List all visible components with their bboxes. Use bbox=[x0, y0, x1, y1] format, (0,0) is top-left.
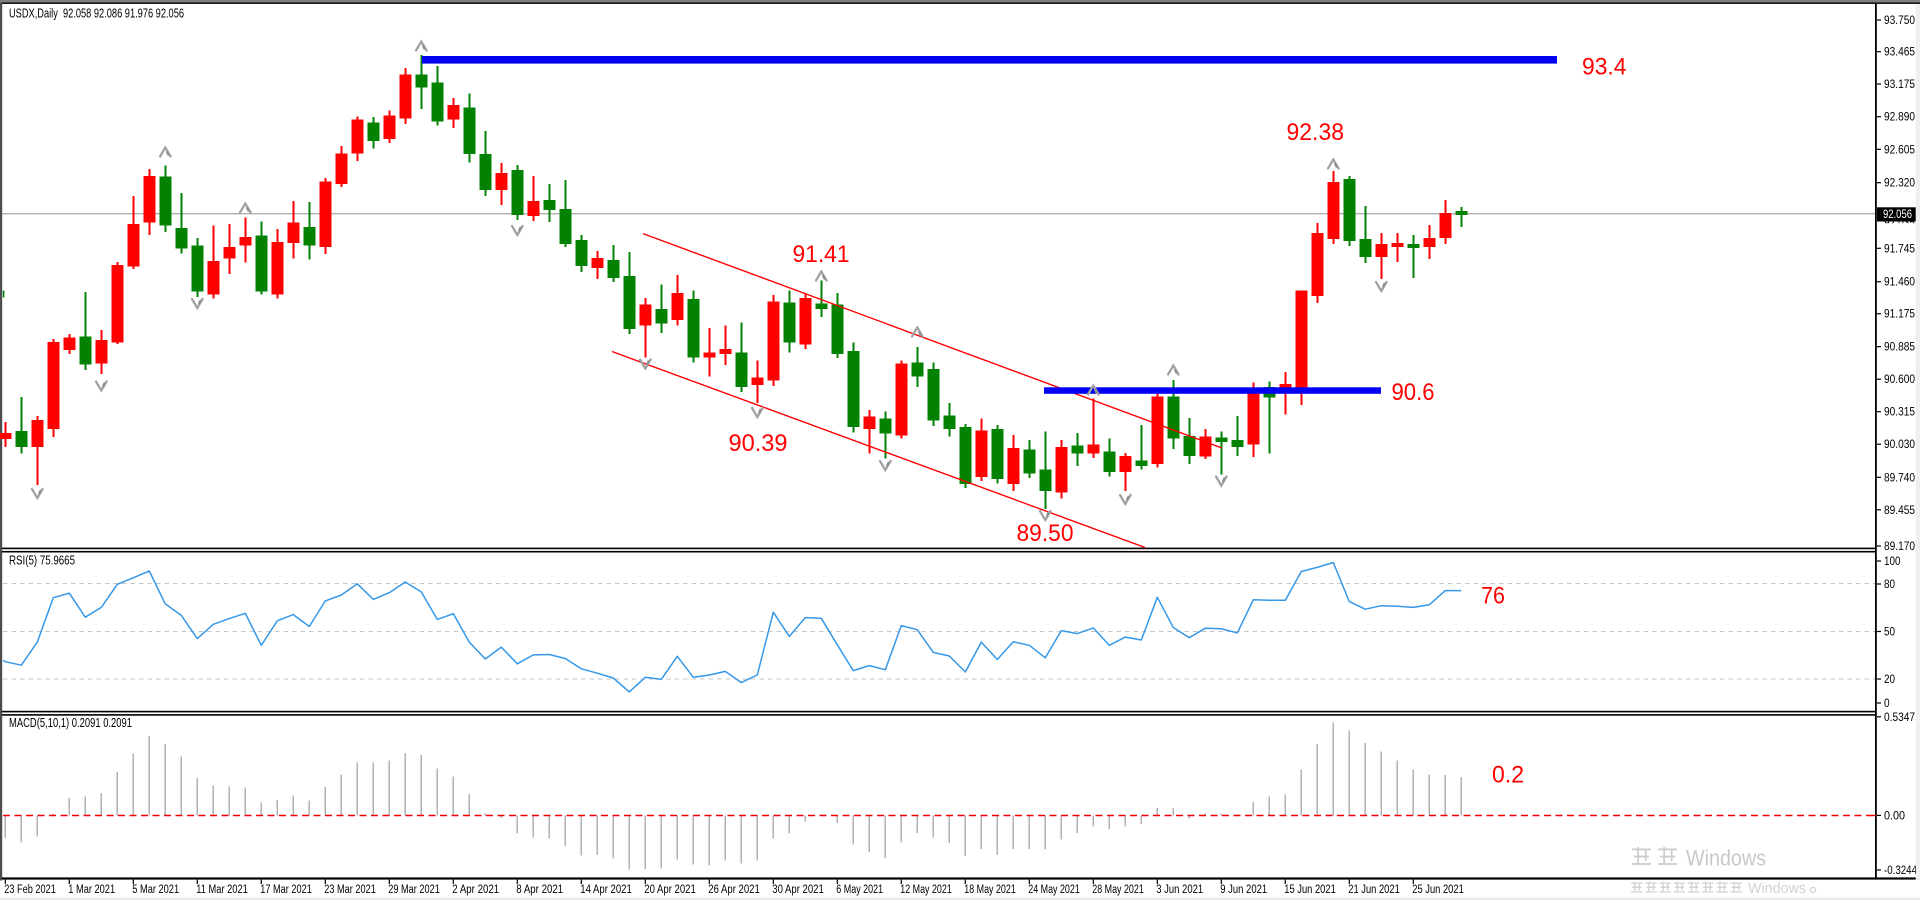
svg-text:23 Feb 2021: 23 Feb 2021 bbox=[4, 884, 56, 896]
svg-text:17 Mar 2021: 17 Mar 2021 bbox=[260, 884, 312, 896]
svg-text:93.465: 93.465 bbox=[1884, 47, 1915, 59]
svg-text:50: 50 bbox=[1884, 627, 1895, 639]
svg-text:92.056: 92.056 bbox=[1883, 209, 1912, 221]
svg-text:14 Apr 2021: 14 Apr 2021 bbox=[580, 884, 632, 896]
svg-text:30 Apr 2021: 30 Apr 2021 bbox=[772, 884, 824, 896]
svg-text:92.605: 92.605 bbox=[1884, 144, 1915, 156]
svg-text:91.460: 91.460 bbox=[1884, 277, 1915, 289]
svg-text:89.170: 89.170 bbox=[1884, 541, 1915, 553]
svg-text:89.455: 89.455 bbox=[1884, 505, 1915, 517]
svg-text:18 May 2021: 18 May 2021 bbox=[964, 884, 1016, 896]
svg-text:0.5347: 0.5347 bbox=[1884, 712, 1915, 724]
svg-text:0: 0 bbox=[1884, 698, 1890, 710]
svg-text:0.2: 0.2 bbox=[1492, 762, 1524, 789]
svg-text:80: 80 bbox=[1884, 579, 1895, 591]
svg-text:26 Apr 2021: 26 Apr 2021 bbox=[708, 884, 760, 896]
svg-text:29 Mar 2021: 29 Mar 2021 bbox=[388, 884, 440, 896]
svg-text:Windows: Windows bbox=[1748, 880, 1806, 897]
svg-text:20 Apr 2021: 20 Apr 2021 bbox=[644, 884, 696, 896]
svg-text:RSI(5) 75.9665: RSI(5) 75.9665 bbox=[9, 554, 75, 568]
svg-text:91.41: 91.41 bbox=[793, 241, 850, 268]
svg-text:21 Jun 2021: 21 Jun 2021 bbox=[1348, 884, 1400, 896]
svg-text:28 May 2021: 28 May 2021 bbox=[1092, 884, 1144, 896]
svg-text:92.890: 92.890 bbox=[1884, 112, 1915, 124]
svg-text:92.38: 92.38 bbox=[1287, 119, 1345, 146]
svg-text:12 May 2021: 12 May 2021 bbox=[900, 884, 952, 896]
svg-text:92.035: 92.035 bbox=[1884, 218, 1915, 230]
svg-text:11 Mar 2021: 11 Mar 2021 bbox=[196, 884, 248, 896]
svg-text:MACD(5,10,1) 0.2091 0.2091: MACD(5,10,1) 0.2091 0.2091 bbox=[9, 716, 132, 730]
svg-text:90.600: 90.600 bbox=[1884, 374, 1915, 386]
svg-text:1 Mar 2021: 1 Mar 2021 bbox=[68, 884, 115, 896]
svg-text:90.39: 90.39 bbox=[729, 430, 788, 457]
svg-text:24 May 2021: 24 May 2021 bbox=[1028, 884, 1080, 896]
svg-text:91.175: 91.175 bbox=[1884, 309, 1915, 321]
svg-text:Windows: Windows bbox=[1686, 846, 1766, 871]
svg-text:9 Jun 2021: 9 Jun 2021 bbox=[1220, 884, 1267, 896]
svg-text:90.885: 90.885 bbox=[1884, 342, 1915, 354]
svg-text:90.315: 90.315 bbox=[1884, 407, 1915, 419]
svg-text:3 Jun 2021: 3 Jun 2021 bbox=[1156, 884, 1203, 896]
svg-text:89.50: 89.50 bbox=[1017, 520, 1074, 547]
svg-text:0.00: 0.00 bbox=[1884, 810, 1905, 822]
svg-text:76: 76 bbox=[1481, 583, 1505, 610]
svg-text:25 Jun 2021: 25 Jun 2021 bbox=[1412, 884, 1464, 896]
svg-text:5 Mar 2021: 5 Mar 2021 bbox=[132, 884, 179, 896]
svg-text:2 Apr 2021: 2 Apr 2021 bbox=[452, 884, 499, 896]
svg-text:6 May 2021: 6 May 2021 bbox=[836, 884, 883, 896]
svg-text:93.4: 93.4 bbox=[1582, 54, 1627, 81]
svg-text:90.030: 90.030 bbox=[1884, 439, 1915, 451]
svg-text:93.175: 93.175 bbox=[1884, 79, 1915, 91]
svg-text:93.750: 93.750 bbox=[1884, 15, 1915, 27]
svg-text:23 Mar 2021: 23 Mar 2021 bbox=[324, 884, 376, 896]
svg-text:15 Jun 2021: 15 Jun 2021 bbox=[1284, 884, 1336, 896]
svg-text:8 Apr 2021: 8 Apr 2021 bbox=[516, 884, 563, 896]
svg-text:90.6: 90.6 bbox=[1392, 379, 1435, 406]
svg-text:100: 100 bbox=[1884, 556, 1901, 568]
svg-text:89.740: 89.740 bbox=[1884, 472, 1915, 484]
svg-text:20: 20 bbox=[1884, 674, 1895, 686]
svg-text:USDX,Daily 92.058 92.086 91.9: USDX,Daily 92.058 92.086 91.976 92.056 bbox=[9, 7, 184, 21]
svg-text:91.745: 91.745 bbox=[1884, 243, 1915, 255]
svg-text:-0.3244: -0.3244 bbox=[1884, 865, 1918, 877]
svg-text:92.320: 92.320 bbox=[1884, 178, 1915, 190]
